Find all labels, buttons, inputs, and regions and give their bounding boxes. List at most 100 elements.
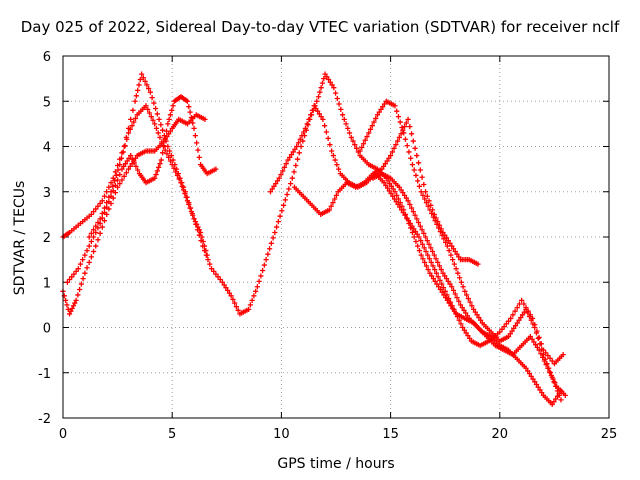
data-point bbox=[158, 122, 164, 128]
data-point bbox=[547, 355, 553, 361]
data-point bbox=[324, 74, 330, 80]
y-tick-label: 4 bbox=[43, 141, 51, 156]
data-point bbox=[560, 352, 566, 358]
data-point bbox=[129, 156, 136, 162]
data-point bbox=[104, 189, 110, 195]
data-point bbox=[445, 278, 451, 284]
data-point bbox=[322, 123, 328, 129]
data-point bbox=[435, 274, 441, 280]
data-point bbox=[314, 98, 320, 104]
data-point bbox=[541, 358, 547, 364]
data-point bbox=[420, 256, 426, 262]
data-point bbox=[519, 297, 525, 303]
data-point bbox=[425, 203, 431, 209]
data-point bbox=[450, 257, 456, 263]
y-tick-label: 0 bbox=[43, 322, 51, 337]
data-point bbox=[64, 279, 70, 285]
y-tick-label: 1 bbox=[43, 276, 51, 291]
data-point bbox=[186, 104, 192, 110]
data-point bbox=[476, 314, 482, 321]
data-point bbox=[398, 207, 405, 213]
data-point bbox=[308, 112, 314, 118]
data-point bbox=[249, 297, 255, 303]
data-point bbox=[448, 252, 454, 258]
data-point bbox=[398, 131, 404, 137]
data-point bbox=[425, 252, 431, 258]
data-point bbox=[435, 219, 441, 225]
data-point bbox=[159, 127, 166, 133]
data-point bbox=[213, 166, 219, 172]
data-point bbox=[516, 301, 523, 307]
data-point bbox=[64, 302, 70, 308]
data-point bbox=[66, 276, 73, 283]
data-point bbox=[154, 168, 160, 174]
data-point bbox=[187, 205, 193, 211]
data-point bbox=[190, 120, 196, 126]
data-point bbox=[213, 271, 219, 277]
data-point bbox=[546, 369, 553, 375]
data-point bbox=[411, 234, 417, 240]
data-point bbox=[388, 152, 394, 159]
series-track-b bbox=[60, 112, 208, 317]
data-point bbox=[277, 213, 283, 219]
y-tick-label: -2 bbox=[38, 412, 51, 427]
data-point bbox=[422, 196, 428, 202]
data-point bbox=[456, 298, 462, 304]
data-point bbox=[110, 175, 116, 181]
data-point bbox=[393, 199, 399, 205]
data-point bbox=[390, 186, 396, 192]
plot-frame bbox=[62, 55, 610, 419]
data-point bbox=[309, 107, 316, 113]
data-point bbox=[556, 392, 562, 398]
data-point bbox=[153, 105, 159, 112]
data-point bbox=[431, 211, 437, 217]
data-point bbox=[88, 211, 94, 217]
data-point bbox=[304, 121, 310, 127]
data-point bbox=[465, 333, 471, 339]
data-point bbox=[294, 156, 301, 162]
data-point bbox=[63, 297, 69, 303]
data-point bbox=[417, 223, 423, 229]
data-point bbox=[313, 105, 319, 112]
data-point bbox=[381, 101, 388, 107]
data-point bbox=[346, 130, 353, 136]
data-point bbox=[167, 158, 174, 164]
data-point bbox=[156, 164, 162, 170]
data-point bbox=[319, 80, 326, 86]
data-point bbox=[527, 333, 533, 340]
data-point bbox=[543, 362, 549, 368]
x-axis-label: GPS time / hours bbox=[277, 456, 395, 472]
data-point bbox=[470, 306, 477, 312]
data-point bbox=[531, 339, 537, 345]
data-point bbox=[256, 278, 262, 284]
data-point bbox=[147, 89, 153, 95]
data-point bbox=[97, 200, 103, 207]
data-point bbox=[386, 155, 392, 161]
data-point bbox=[271, 183, 277, 189]
data-point bbox=[397, 204, 403, 210]
data-point bbox=[119, 177, 125, 183]
data-point bbox=[117, 181, 123, 187]
data-point bbox=[394, 108, 400, 114]
data-point bbox=[452, 248, 458, 255]
data-point bbox=[115, 177, 121, 183]
data-point bbox=[204, 252, 210, 258]
y-axis-label: SDTVAR / TECUs bbox=[12, 180, 28, 296]
data-point bbox=[467, 299, 473, 305]
data-point bbox=[386, 188, 392, 194]
data-point bbox=[533, 330, 540, 336]
data-point bbox=[434, 281, 440, 287]
series-track-h bbox=[370, 171, 568, 398]
data-point bbox=[421, 181, 427, 188]
data-point bbox=[497, 329, 503, 335]
data-point bbox=[99, 198, 105, 204]
data-point bbox=[359, 144, 365, 151]
data-point bbox=[424, 193, 430, 199]
data-point bbox=[126, 155, 132, 161]
data-point bbox=[454, 295, 460, 301]
data-point bbox=[135, 167, 141, 173]
data-point bbox=[278, 171, 284, 178]
data-point bbox=[320, 116, 326, 122]
data-point bbox=[396, 184, 402, 190]
data-point bbox=[166, 154, 172, 160]
